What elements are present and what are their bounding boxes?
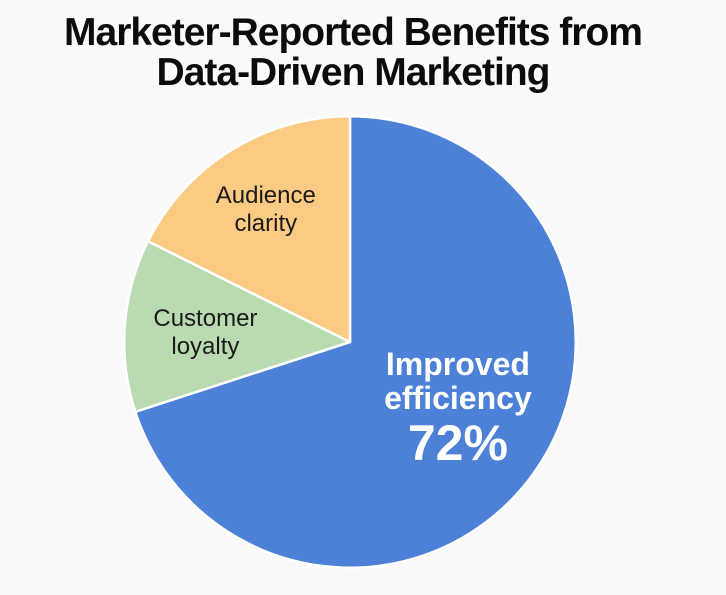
pie-slice-customer-loyalty — [123, 240, 352, 414]
chart-title: Marketer-Reported Benefits from Data-Dri… — [0, 13, 706, 93]
pie-slice-improved-efficiency — [134, 115, 577, 569]
pie-chart — [123, 115, 577, 569]
chart-title-line-2: Data-Driven Marketing — [156, 51, 551, 94]
chart-title-line-1: Marketer-Reported Benefits from — [64, 11, 643, 54]
pie-slice-audience-clarity — [146, 115, 352, 344]
